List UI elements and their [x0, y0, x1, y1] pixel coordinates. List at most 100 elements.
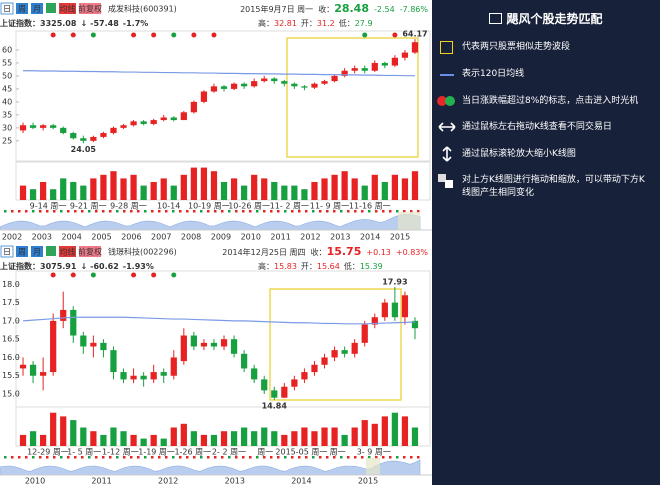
tab-button[interactable] — [79, 3, 101, 14]
limit-marker[interactable] — [392, 32, 398, 38]
candle-body — [401, 295, 409, 318]
candle-body — [130, 375, 137, 380]
quote-date: 2015年9月7日 周一 — [240, 4, 313, 14]
overview-window[interactable] — [366, 458, 380, 475]
tab-button[interactable] — [16, 246, 28, 257]
candle-body — [150, 372, 157, 380]
tab-label[interactable]: 前复权 — [78, 4, 102, 14]
limit-marker[interactable] — [50, 272, 56, 278]
tab-button[interactable] — [79, 246, 101, 257]
tab-label[interactable]: 周 — [18, 5, 26, 14]
tab-label[interactable]: 月 — [33, 248, 41, 257]
limit-marker[interactable] — [70, 32, 76, 38]
tab-button[interactable] — [0, 2, 14, 15]
volume-bar — [50, 412, 57, 446]
year-label: 2012 — [300, 233, 320, 242]
candle-body — [361, 68, 368, 71]
volume-bar — [60, 178, 67, 200]
legend-text: 通过鼠标左右拖动K线查看不同交易日 — [462, 122, 612, 132]
tab-label[interactable]: 前复权 — [78, 247, 102, 257]
volume-bar — [301, 189, 308, 200]
legend-text: 对上方K线图进行拖动和缩放，可以带动下方K线图产生相同变化 — [462, 175, 645, 198]
date-label: 11- 2 周一 — [270, 202, 309, 211]
limit-marker[interactable] — [50, 32, 56, 38]
volume-bar — [261, 427, 268, 446]
overview-dot — [137, 210, 140, 213]
index-label: 上证指数： — [0, 18, 40, 28]
overview-dot — [354, 210, 357, 213]
overview-window[interactable] — [398, 212, 420, 230]
limit-marker[interactable] — [70, 272, 76, 278]
volume-bar — [29, 189, 37, 200]
square-icon — [438, 174, 446, 182]
limit-marker[interactable] — [151, 272, 157, 278]
tab-button[interactable] — [31, 246, 43, 257]
overview-dot — [102, 210, 105, 213]
toggle-square — [46, 246, 56, 256]
overview-dot — [130, 210, 133, 213]
candle-body — [361, 324, 368, 343]
limit-marker[interactable] — [211, 32, 217, 38]
candle-body — [110, 350, 117, 373]
candle-body — [230, 83, 238, 89]
limit-marker[interactable] — [151, 32, 157, 38]
limit-marker[interactable] — [171, 272, 177, 278]
overview-dot — [228, 456, 231, 459]
tab-label[interactable]: 均线 — [60, 247, 76, 257]
overview-dot — [25, 456, 28, 459]
candle-body — [351, 68, 358, 71]
overview-dot — [11, 210, 14, 213]
volume-bar — [19, 434, 27, 446]
overview-dot — [165, 210, 168, 213]
tab-button[interactable] — [16, 3, 28, 14]
overview-dot — [256, 456, 259, 459]
limit-marker[interactable] — [90, 272, 96, 278]
tab-label[interactable]: 均线 — [60, 4, 76, 14]
tab-label[interactable]: 月 — [33, 5, 41, 14]
date-label: 1-12 周一 — [102, 448, 139, 457]
limit-marker[interactable] — [171, 32, 177, 38]
overview-dot — [249, 456, 252, 459]
volume-bar — [401, 416, 409, 446]
candle-body — [90, 136, 97, 141]
limit-marker[interactable] — [362, 32, 368, 38]
overview-dot — [179, 456, 182, 459]
tab-label[interactable]: 日 — [3, 5, 11, 14]
tab-button[interactable] — [31, 3, 43, 14]
candle-body — [190, 335, 197, 347]
candle-body — [60, 127, 67, 134]
low-label: 低： — [339, 18, 355, 28]
limit-marker[interactable] — [90, 32, 96, 38]
quote-line: 2014年12月25日 周四 收：15.75 +0.13 +0.83% — [222, 245, 428, 258]
volume-bar — [90, 178, 97, 200]
overview-dot — [235, 210, 238, 213]
limit-marker[interactable] — [131, 272, 137, 278]
limit-marker[interactable] — [131, 32, 137, 38]
tab-button[interactable] — [0, 245, 14, 258]
tab-button[interactable] — [59, 3, 76, 14]
overview-dot — [305, 456, 308, 459]
legend-text: 代表两只股票相似走势波段 — [462, 42, 571, 52]
overview-dot — [18, 210, 21, 213]
candle-body — [90, 342, 97, 347]
overview-dot — [207, 210, 210, 213]
volume-bar — [80, 427, 87, 446]
index-line: 上证指数：3075.91 ↓ -60.62 -1.93% — [0, 261, 154, 271]
candle-body — [371, 62, 378, 71]
overview-dot — [242, 456, 245, 459]
low-label: 低： — [344, 261, 360, 271]
limit-marker[interactable] — [191, 32, 197, 38]
overview-dot — [158, 456, 161, 459]
tab-label[interactable]: 日 — [3, 248, 11, 257]
volume-bar — [60, 416, 67, 446]
candle-body — [210, 342, 218, 347]
overview-dot — [347, 456, 350, 459]
tab-label[interactable]: 周 — [18, 248, 26, 257]
tab-button[interactable] — [59, 246, 76, 257]
candle-body — [301, 372, 308, 380]
y-tick-label: 16.5 — [2, 335, 20, 344]
year-label: 2012 — [158, 477, 178, 486]
overview-dot — [46, 456, 49, 459]
volume-bar — [291, 185, 298, 200]
year-label: 2005 — [91, 233, 111, 242]
